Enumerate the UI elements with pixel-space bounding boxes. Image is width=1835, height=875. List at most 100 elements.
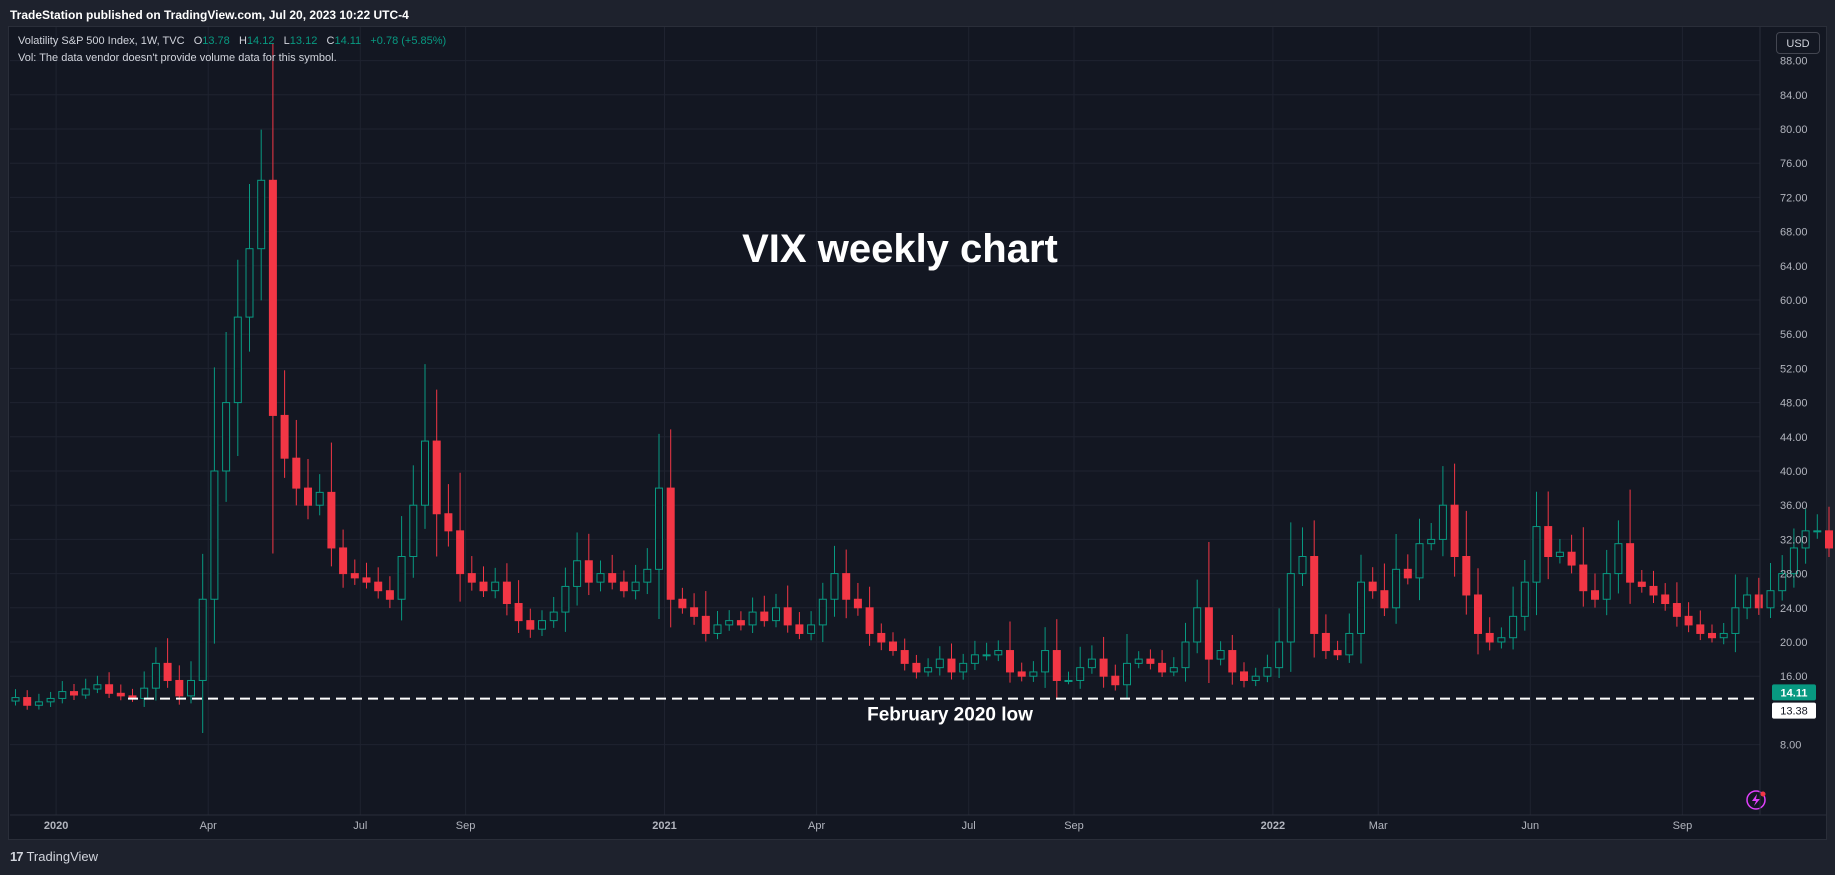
legend-close-label: C	[326, 35, 335, 47]
candle-body	[93, 684, 102, 690]
candle-body	[666, 487, 675, 600]
candle-body	[655, 487, 663, 570]
y-tick-label: 52.00	[1780, 363, 1808, 375]
candle-body	[818, 598, 827, 626]
candle-body	[1614, 543, 1623, 575]
publisher-line: TradeStation published on TradingView.co…	[10, 8, 409, 22]
legend-high-label: H	[238, 35, 247, 47]
candle-body	[865, 607, 874, 634]
footer-brand-text: TradingView	[26, 849, 99, 864]
y-tick-label: 80.00	[1780, 124, 1808, 136]
candle-body	[1380, 590, 1389, 609]
candle-body	[210, 470, 219, 600]
candle-body	[1719, 632, 1728, 639]
candle-body	[1333, 650, 1342, 656]
candle-body	[1602, 573, 1611, 600]
candle-body	[526, 620, 535, 630]
candle-body	[58, 691, 67, 699]
candle-body	[233, 316, 242, 404]
candle-body	[561, 585, 570, 613]
current-price-tag	[1772, 684, 1816, 701]
candle-body	[573, 560, 582, 587]
currency-button[interactable]: USD	[1776, 32, 1820, 54]
symbol-legend[interactable]: Volatility S&P 500 Index, 1W, TVC O13.78…	[18, 35, 446, 47]
x-tick-label: Sep	[1673, 820, 1693, 832]
y-tick-label: 60.00	[1780, 295, 1808, 307]
candle-body	[1052, 650, 1061, 681]
y-tick-label: 56.00	[1780, 329, 1808, 341]
legend-open-label: O	[193, 35, 203, 47]
candle-body	[1029, 671, 1038, 677]
candle-body	[280, 414, 289, 459]
candle-body	[889, 641, 897, 652]
candle-body	[1087, 658, 1096, 669]
candle-body	[502, 581, 511, 605]
x-tick-label: 2022	[1261, 820, 1285, 832]
candle-body	[830, 573, 839, 600]
candle-body	[198, 598, 207, 681]
legend-close-value: 14.11	[334, 35, 362, 47]
candle-body	[432, 440, 441, 515]
candle-body	[1754, 594, 1763, 609]
candle-body	[760, 611, 769, 622]
candle-body	[1813, 530, 1822, 533]
candle-body	[1579, 564, 1588, 592]
y-tick-label: 84.00	[1780, 90, 1808, 102]
y-tick-label: 68.00	[1780, 227, 1808, 239]
alert-lightning-icon	[1746, 790, 1766, 810]
candle-body	[304, 487, 312, 506]
tradingview-logo-icon: 17	[10, 849, 24, 864]
chart-pane[interactable]	[8, 26, 1827, 840]
candle-body	[1251, 675, 1260, 681]
candle-body	[11, 697, 20, 702]
candle-body	[397, 556, 406, 600]
candle-body	[1485, 632, 1494, 643]
legend-low-value: 13.12	[289, 35, 318, 47]
candle-body	[187, 679, 195, 697]
candle-body	[163, 662, 172, 681]
candle-body	[1321, 632, 1330, 652]
y-tick-label: 36.00	[1780, 500, 1808, 512]
x-tick-label: Mar	[1369, 820, 1388, 832]
february-low-price-label: 13.38	[1780, 706, 1808, 718]
candle-body	[736, 620, 745, 626]
candle-body	[1298, 556, 1307, 575]
x-tick-label: Apr	[808, 820, 825, 832]
candle-body	[1263, 667, 1272, 677]
y-tick-label: 72.00	[1780, 192, 1808, 204]
legend-symbol: Volatility S&P 500 Index, 1W, TVC	[18, 35, 185, 47]
overlays: February 2020 low VIX weekly chart	[128, 227, 1766, 810]
candle-body	[935, 658, 944, 669]
candle-body	[690, 607, 699, 617]
candle-body	[339, 547, 348, 575]
x-tick-label: Jul	[353, 820, 367, 832]
candle-body	[1357, 581, 1365, 634]
candle-body	[1415, 543, 1424, 579]
x-tick-label: Sep	[1064, 820, 1084, 832]
candle-body	[479, 581, 488, 592]
y-tick-label: 28.00	[1780, 569, 1808, 581]
grid-lines	[10, 27, 1760, 815]
candle-body	[900, 650, 909, 664]
candle-body	[877, 632, 886, 643]
footer-brand[interactable]: 17 TradingView	[10, 849, 98, 864]
candle-body	[34, 701, 43, 706]
candle-body	[1825, 530, 1833, 549]
candle-body	[315, 491, 324, 506]
candle-body	[222, 402, 231, 472]
candle-body	[1228, 650, 1237, 673]
candle-body	[853, 598, 862, 609]
candle-body	[70, 691, 78, 696]
candle-body	[362, 577, 371, 583]
candle-body	[842, 573, 851, 600]
candle-body	[116, 692, 125, 697]
candle-body	[1006, 650, 1014, 673]
volume-note: Vol: The data vendor doesn't provide vol…	[18, 52, 337, 64]
candle-body	[1286, 573, 1295, 643]
candle-body	[994, 650, 1003, 656]
candle-body	[643, 568, 652, 583]
candle-body	[1076, 667, 1085, 681]
candle-body	[596, 573, 605, 583]
legend-low-label: L	[283, 35, 290, 47]
